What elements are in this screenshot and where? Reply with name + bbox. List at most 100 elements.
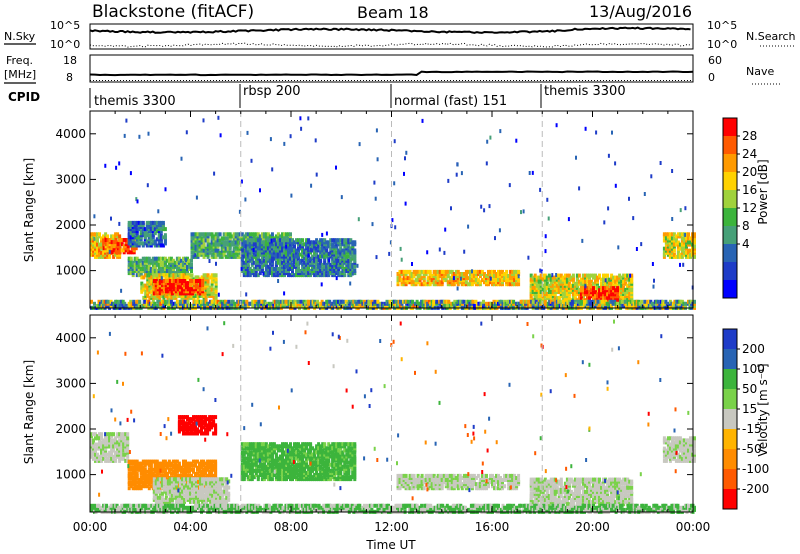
power-cell — [402, 269, 406, 274]
velocity-cell — [147, 486, 151, 491]
power-cell — [614, 288, 618, 293]
power-cell — [693, 238, 696, 243]
power-cell — [157, 227, 161, 232]
power-cell — [285, 234, 288, 239]
power-cell — [151, 233, 155, 238]
power-cell — [472, 269, 476, 274]
power-cell — [687, 248, 690, 253]
power-cell — [434, 269, 438, 274]
power-cell — [278, 256, 282, 261]
power-cell — [139, 271, 143, 276]
power-cell — [172, 279, 176, 283]
power-cell — [171, 262, 175, 267]
power-cell — [256, 258, 260, 263]
velocity-cell — [100, 436, 103, 441]
power-cell — [678, 234, 682, 239]
power-speckle — [310, 183, 313, 188]
power-cell — [163, 256, 167, 261]
power-cell — [584, 279, 587, 284]
power-cell — [120, 242, 124, 247]
power-speckle — [614, 161, 617, 166]
power-cell — [156, 273, 160, 278]
power-cell — [260, 258, 264, 263]
power-speckle — [456, 286, 459, 291]
power-cell — [153, 239, 157, 244]
power-cell — [445, 303, 449, 308]
power-cell — [168, 291, 172, 296]
power-cell — [157, 267, 161, 271]
velocity-cell — [106, 458, 110, 463]
power-cell — [341, 262, 345, 267]
power-cell — [285, 264, 288, 269]
power-cell — [319, 262, 323, 267]
power-cell — [689, 236, 692, 241]
range-tick-label: 4000 — [55, 127, 86, 141]
power-cell — [159, 243, 163, 248]
power-cell — [482, 299, 485, 304]
power-cell — [141, 231, 145, 236]
velocity-cell — [118, 456, 122, 461]
power-cell — [176, 293, 180, 298]
power-cell — [190, 250, 194, 255]
velocity-cell — [147, 471, 151, 476]
power-cell — [329, 238, 333, 243]
power-cell — [163, 299, 167, 304]
power-cell — [297, 248, 300, 253]
power-cell — [557, 281, 561, 286]
power-cell — [240, 240, 244, 245]
power-cell — [214, 281, 218, 286]
velocity-cell — [137, 478, 141, 482]
power-cell — [311, 248, 315, 253]
power-cell — [129, 239, 133, 244]
power-cell — [630, 277, 634, 282]
velocity-cell — [122, 442, 126, 447]
power-cell — [321, 238, 325, 243]
velocity-cell — [98, 442, 101, 447]
power-speckle — [213, 171, 216, 176]
power-cell — [124, 248, 128, 253]
power-cell — [571, 292, 575, 296]
velocity-cell — [100, 442, 103, 447]
power-cell — [571, 283, 575, 288]
power-cell — [400, 278, 404, 283]
velocity-cell — [151, 471, 155, 476]
power-cell — [561, 277, 565, 282]
power-cell — [604, 281, 608, 286]
power-cell — [145, 258, 149, 263]
velocity-cell — [124, 442, 128, 447]
power-speckle — [400, 257, 403, 262]
power-cell — [543, 281, 547, 286]
power-cell — [408, 269, 412, 274]
power-cell — [210, 279, 214, 284]
power-cell — [135, 220, 139, 225]
power-cell — [579, 288, 583, 293]
power-cell — [274, 262, 278, 267]
power-cell — [602, 273, 605, 278]
power-cell — [216, 232, 220, 237]
power-cell — [287, 262, 290, 267]
power-speckle — [217, 115, 220, 120]
power-cell — [276, 238, 280, 243]
power-cell — [163, 258, 167, 263]
velocity-heatmap — [90, 319, 696, 514]
power-speckle — [614, 183, 617, 188]
power-cell — [276, 248, 280, 253]
power-cell — [266, 242, 270, 247]
power-cell — [682, 242, 686, 247]
power-cell — [309, 271, 313, 276]
power-cell — [274, 248, 278, 253]
velocity-cell — [131, 465, 135, 470]
power-cell — [588, 288, 591, 293]
power-cell — [214, 242, 218, 247]
power-cell — [156, 293, 160, 298]
velocity-cell — [106, 436, 110, 441]
power-cell — [315, 248, 319, 253]
power-cell — [341, 252, 345, 257]
power-speckle — [240, 179, 243, 184]
power-cell — [616, 283, 620, 288]
power-cell — [240, 238, 244, 243]
power-cell — [92, 250, 95, 255]
power-cell — [662, 232, 666, 237]
power-cell — [106, 254, 110, 259]
power-cell — [432, 299, 436, 304]
